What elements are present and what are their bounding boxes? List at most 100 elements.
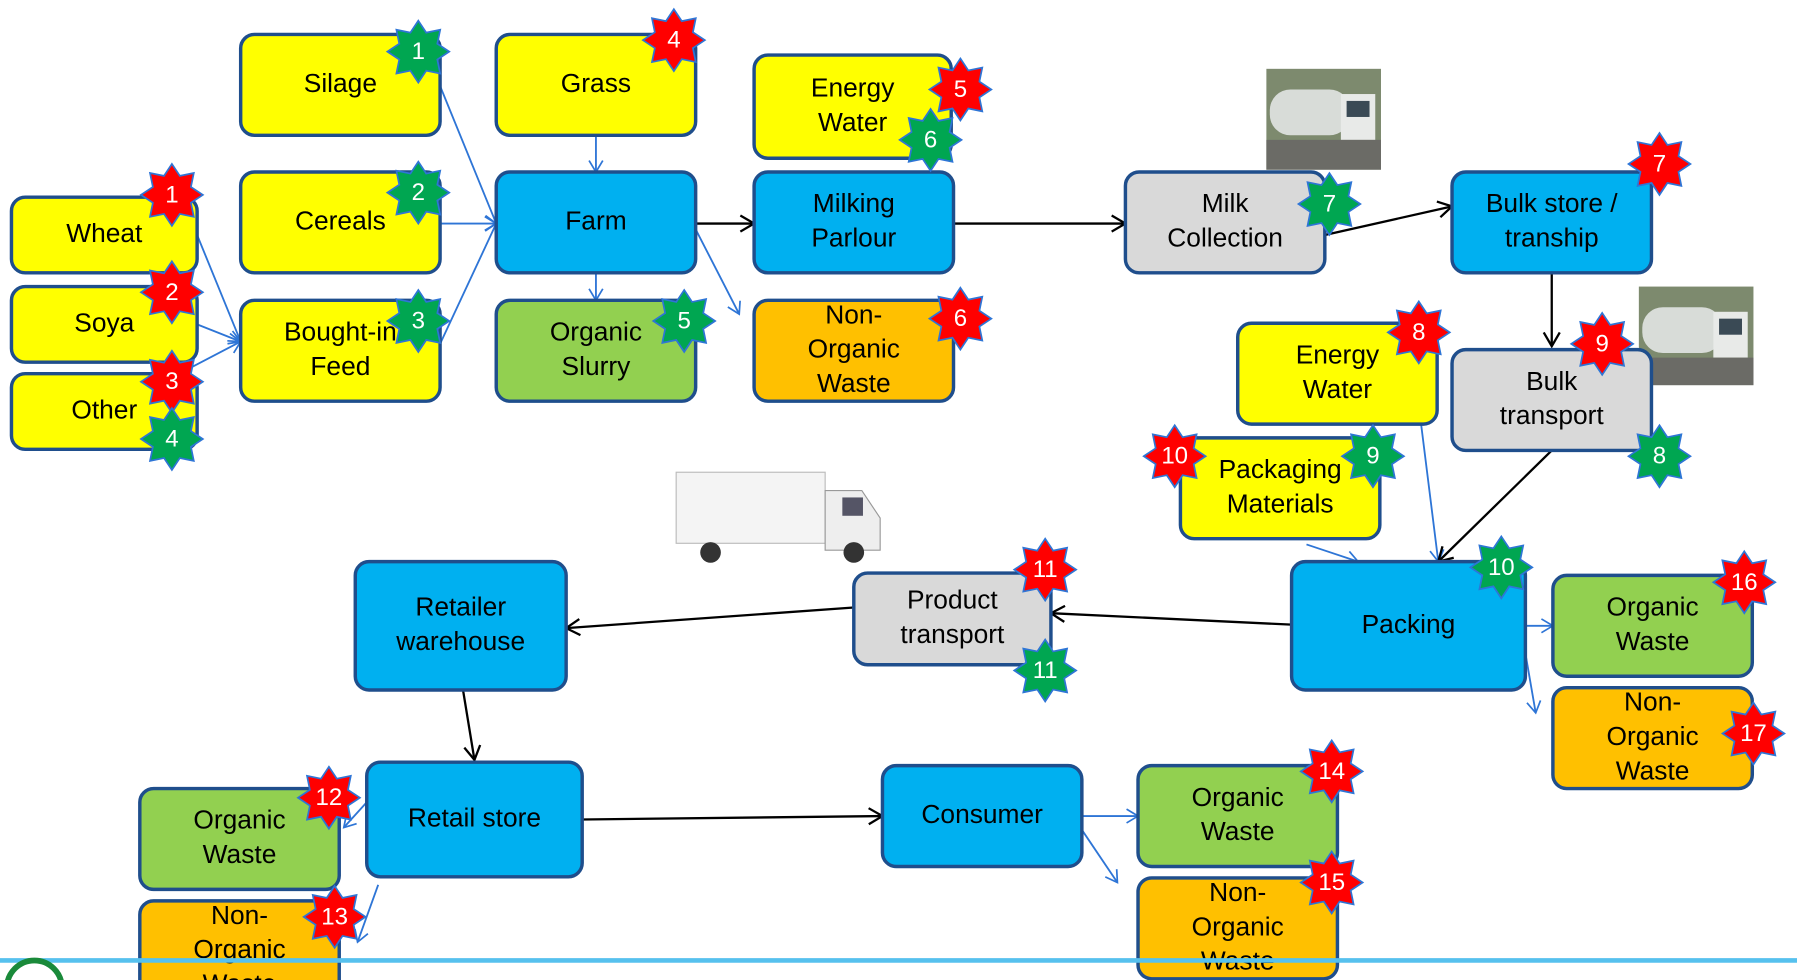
badge-label: 5	[678, 307, 691, 334]
process-node: Milk Collection	[1125, 172, 1324, 273]
badge: 9	[1342, 425, 1404, 487]
badge-label: 8	[1412, 319, 1425, 346]
badge-label: 16	[1731, 569, 1758, 596]
diagram: WheatSoyaOtherSilageCerealsBought-inFeed…	[0, 0, 1797, 980]
badge-label: 9	[1366, 443, 1379, 470]
node-label: warehouse	[395, 626, 525, 656]
arrow	[1306, 544, 1358, 561]
badge-label: 14	[1318, 758, 1345, 785]
node-label: Slurry	[562, 351, 632, 381]
badge-label: 6	[924, 126, 937, 153]
node-label: Waste	[817, 368, 891, 398]
badge: 12	[298, 767, 360, 829]
node-label: Materials	[1227, 488, 1334, 518]
badge: 16	[1713, 551, 1775, 613]
process-node: Farm	[496, 172, 695, 273]
badge-label: 1	[412, 38, 425, 65]
node-label: transport	[900, 619, 1005, 649]
arrow	[1051, 613, 1292, 624]
badge: 10	[1470, 536, 1532, 598]
process-node: Organic Waste	[1553, 575, 1752, 676]
node-label: Water	[818, 107, 888, 137]
badge: 14	[1301, 740, 1363, 802]
badge: 5	[653, 290, 715, 352]
node-label: Waste	[1201, 816, 1275, 846]
node-label: Soya	[74, 307, 134, 337]
badge: 8	[1388, 301, 1450, 363]
node-label: Packing	[1362, 609, 1456, 639]
node-label: Consumer	[921, 799, 1043, 829]
badge: 4	[141, 408, 203, 470]
process-node: Bulk store / tranship	[1452, 172, 1651, 273]
node-label: Organic	[1606, 592, 1698, 622]
badge-label: 7	[1653, 150, 1666, 177]
process-node: Retail store	[367, 762, 582, 877]
badge: 5	[929, 59, 991, 121]
node-label: Milk	[1202, 188, 1250, 218]
process-node: Non- Organic Waste	[754, 299, 953, 401]
node-label: Organic	[193, 805, 285, 835]
badge: 4	[643, 9, 705, 71]
badge-label: 11	[1033, 657, 1058, 684]
badge: 10	[1144, 425, 1206, 487]
badge-label: 5	[954, 76, 967, 103]
process-node: Consumer	[882, 766, 1081, 867]
badge: 11	[1014, 539, 1076, 601]
box-truck	[676, 472, 880, 563]
node-label: tranship	[1505, 223, 1599, 253]
badge: 2	[387, 162, 449, 224]
badge-label: 12	[316, 784, 343, 811]
node-label: Non-	[1209, 877, 1266, 907]
badge-label: 17	[1740, 720, 1767, 747]
node-label: Waste	[1616, 626, 1690, 656]
node-label: Organic	[1606, 721, 1698, 751]
node-label: Product	[907, 585, 998, 615]
node-label: Farm	[565, 205, 626, 235]
node-label: Organic	[1192, 782, 1284, 812]
process-node: MilkingParlour	[754, 172, 953, 273]
badge: 17	[1723, 703, 1785, 765]
node-label: Non-	[825, 299, 882, 329]
badge-label: 4	[165, 426, 178, 453]
badge: 11	[1014, 640, 1076, 702]
arrow	[440, 86, 496, 224]
badge: 6	[900, 109, 962, 171]
badge-label: 1	[165, 181, 178, 208]
node-label: Non-	[1624, 687, 1681, 717]
node-label: transport	[1500, 400, 1605, 430]
badge: 3	[387, 290, 449, 352]
badge-label: 10	[1488, 554, 1515, 581]
arrow	[463, 690, 474, 760]
badge-label: 7	[1323, 191, 1336, 218]
badge: 3	[141, 351, 203, 413]
arrow	[566, 607, 854, 628]
arrow	[440, 224, 496, 344]
tanker-truck	[1266, 69, 1381, 170]
badge-label: 2	[165, 279, 178, 306]
node-label: Non-	[211, 900, 268, 930]
node-label: Waste	[203, 839, 277, 869]
process-node: Organic Waste	[1138, 766, 1337, 867]
node-label: Bulk	[1526, 366, 1578, 396]
node-label: Organic	[808, 334, 900, 364]
process-node: Retailerwarehouse	[355, 562, 566, 690]
badge: 7	[1298, 173, 1360, 235]
node-label: Silage	[304, 68, 377, 98]
arrow	[1082, 830, 1118, 883]
badge-label: 10	[1161, 443, 1188, 470]
badge: 2	[141, 261, 203, 323]
node-label: Bulk store /	[1486, 188, 1618, 218]
node-label: Water	[1303, 374, 1373, 404]
badge-label: 6	[954, 305, 967, 332]
node-label: Feed	[310, 351, 370, 381]
arrow	[197, 235, 241, 342]
badge: 7	[1629, 133, 1691, 195]
logo	[7, 960, 62, 980]
node-label: Collection	[1167, 223, 1283, 253]
node-label: Grass	[561, 68, 631, 98]
node-label: Wheat	[66, 218, 143, 248]
badge-label: 8	[1653, 443, 1666, 470]
node-label: Retail store	[408, 802, 541, 832]
